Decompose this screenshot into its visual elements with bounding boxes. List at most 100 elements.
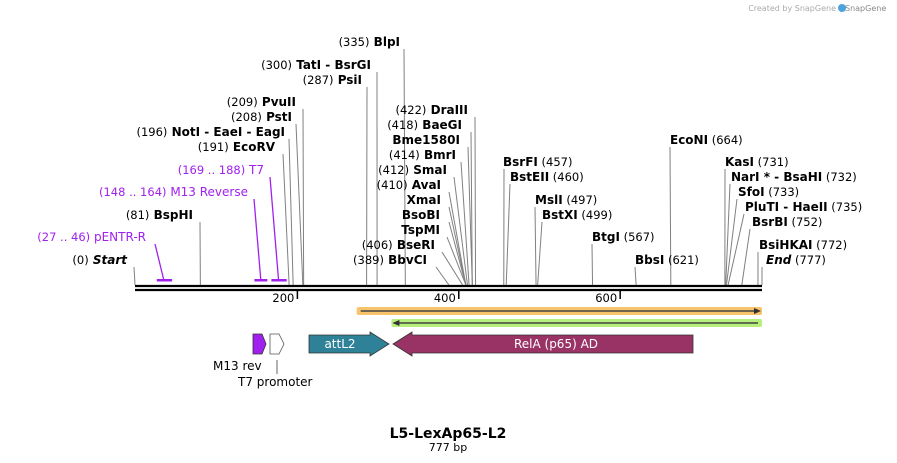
site-label-bbsi[interactable]: BbsI (621) [634, 253, 699, 286]
site-label-avai[interactable]: (410) AvaI [377, 178, 467, 286]
site-label-bsrbi[interactable]: BsrBI (752) [741, 215, 823, 286]
feature-label-m13-rev: M13 rev [213, 359, 262, 373]
site-label-bsteii[interactable]: BstEII (460) [505, 170, 584, 286]
site-connector-line [302, 108, 305, 286]
site-label-text: (414) BmrI [389, 148, 456, 162]
site-position: (733) [765, 185, 800, 199]
site-label-smai[interactable]: (412) SmaI [378, 163, 468, 286]
site-label-xmai[interactable]: XmaI [407, 193, 467, 286]
site-position: (191) [198, 140, 229, 154]
site-connector-line [669, 146, 672, 286]
site-name: EcoRV [229, 140, 276, 154]
site-connector-line [448, 191, 467, 286]
site-label-pluti-haeii[interactable]: PluTI - HaeII (735) [727, 200, 862, 286]
site-label-bstxi[interactable]: BstXI (499) [537, 208, 613, 286]
site-position: (27 .. 46) [37, 230, 90, 244]
site-label-start[interactable]: (0) Start [72, 253, 136, 286]
feature-rela-p65-ad[interactable]: RelA (p65) AD [392, 331, 694, 357]
site-label-bsphi[interactable]: (81) BspHI [126, 208, 201, 286]
site-name: BseRI [393, 238, 435, 252]
site-position: (414) [389, 148, 420, 162]
site-name: BtgI [592, 230, 620, 244]
site-label-text: BstEII (460) [510, 170, 584, 184]
sequence-length: 777 bp [429, 441, 467, 454]
site-label-text: (191) EcoRV [198, 140, 276, 154]
site-label-text: BsrBI (752) [752, 215, 822, 229]
site-connector-line [725, 183, 731, 286]
site-label-draiii[interactable]: (422) DraIII [396, 103, 477, 286]
site-label-pvuii[interactable]: (209) PvuII [227, 95, 305, 286]
site-connector-line [282, 153, 290, 286]
site-label-bbvci[interactable]: (389) BbvCI [353, 253, 450, 286]
feature-m13-rev[interactable] [252, 333, 267, 355]
site-label-text: XmaI [407, 193, 441, 207]
site-label-pentr-r[interactable]: (27 .. 46) pENTR-R [37, 230, 165, 282]
site-label-bme1580i[interactable]: Bme1580I [392, 133, 473, 286]
site-label-econi[interactable]: EcoNI (664) [669, 133, 743, 286]
orf-reverse[interactable] [391, 319, 762, 327]
site-label-text: (300) TatI - BsrGI [261, 58, 371, 72]
site-connector-line [435, 266, 450, 286]
site-position: (777) [791, 253, 826, 267]
site-label-blpi[interactable]: (335) BlpI [339, 35, 406, 286]
site-label-text: BsoBI [402, 208, 440, 222]
site-label-msli[interactable]: MslI (497) [534, 193, 597, 286]
site-label-ecorv[interactable]: (191) EcoRV [198, 140, 290, 286]
site-position: (460) [549, 170, 584, 184]
primer-site-m13-reverse[interactable] [254, 279, 268, 282]
site-label-text: MslI (497) [535, 193, 597, 207]
site-position: (196) [136, 125, 167, 139]
axis-tick-label: 600 [595, 291, 617, 305]
site-label-bsrfi[interactable]: BsrFI (457) [503, 155, 573, 286]
site-label-text: BsiHKAI (772) [759, 238, 847, 252]
site-label-text: (209) PvuII [227, 95, 296, 109]
site-connector-line [295, 123, 304, 286]
orf-bars [356, 307, 762, 327]
site-label-bseri[interactable]: (406) BseRI [362, 238, 464, 286]
site-name: AvaI [408, 178, 441, 192]
site-name: MslI [535, 193, 563, 207]
site-label-m13-reverse[interactable]: (148 .. 164) M13 Reverse [99, 185, 262, 282]
site-position: (418) [387, 118, 418, 132]
site-position: (300) [261, 58, 292, 72]
site-connector-line [448, 206, 467, 286]
site-connector-line [470, 131, 473, 286]
site-connector-line [446, 236, 467, 286]
site-position: (209) [227, 95, 258, 109]
site-label-noti-eaei-eagi[interactable]: (196) NotI - EaeI - EagI [136, 125, 294, 286]
site-label-text: (0) Start [72, 253, 128, 267]
site-label-baegi[interactable]: (418) BaeGI [387, 118, 473, 286]
site-label-psti[interactable]: (208) PstI [231, 110, 304, 286]
site-label-tati-bsrgi[interactable]: (300) TatI - BsrGI [261, 58, 378, 286]
site-position: (169 .. 188) [178, 163, 246, 177]
site-label-end[interactable]: End (777) [761, 253, 826, 285]
primer-site-pentr-r[interactable] [156, 279, 173, 282]
orf-forward[interactable] [356, 307, 762, 315]
site-name: BmrI [420, 148, 456, 162]
site-label-bmri[interactable]: (414) BmrI [389, 148, 470, 286]
feature-t7-promoter[interactable] [269, 333, 285, 355]
site-position: (287) [303, 73, 334, 87]
site-label-kasi[interactable]: KasI (731) [724, 155, 789, 286]
site-connector-line [453, 176, 468, 286]
arrow-right-icon [754, 308, 761, 314]
site-label-t7[interactable]: (169 .. 188) T7 [178, 163, 280, 282]
site-name: T7 [245, 163, 264, 177]
site-label-sfoi[interactable]: SfoI (733) [725, 185, 800, 286]
site-connector-line [460, 161, 470, 286]
site-label-nari-bsahi[interactable]: NarI * - BsaHI (732) [725, 170, 857, 286]
primer-site-t7[interactable] [271, 279, 287, 282]
site-label-text: (27 .. 46) pENTR-R [37, 230, 146, 244]
site-name: BstXI [542, 208, 578, 222]
site-name: pENTR-R [90, 230, 146, 244]
site-label-psii[interactable]: (287) PsiI [303, 73, 368, 286]
site-label-bsihkai[interactable]: BsiHKAI (772) [757, 238, 847, 286]
site-label-bsobi[interactable]: BsoBI [402, 208, 467, 286]
feature-label-t7-promoter: T7 promoter [237, 375, 313, 389]
site-label-tspmi[interactable]: TspMI [401, 223, 467, 286]
site-position: (457) [538, 155, 573, 169]
site-label-text: (335) BlpI [339, 35, 400, 49]
site-label-btgi[interactable]: BtgI (567) [591, 230, 655, 286]
feature-attl2[interactable]: attL2 [308, 331, 390, 357]
